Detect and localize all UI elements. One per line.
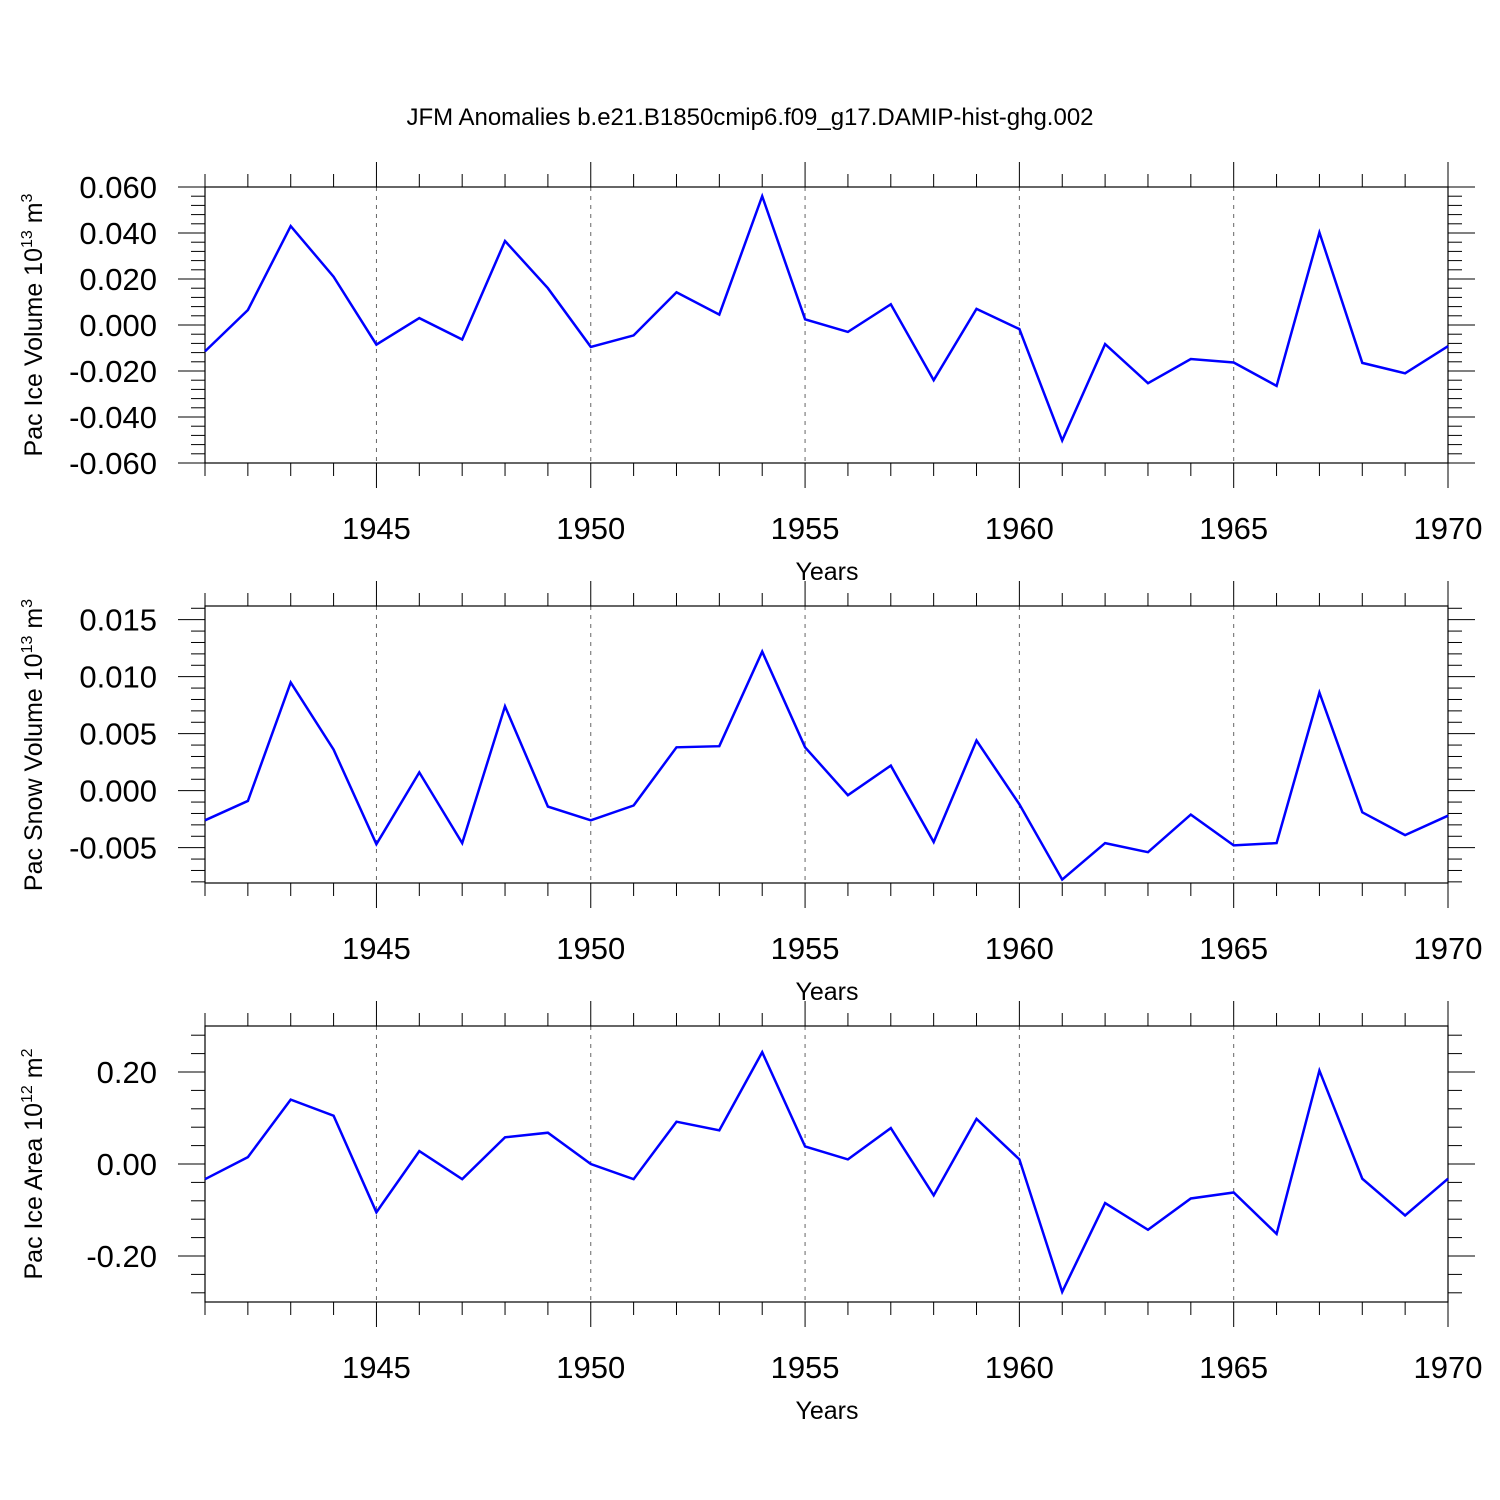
x-tick-label: 1965	[1199, 1350, 1268, 1385]
x-tick-label: 1965	[1199, 931, 1268, 966]
plot-frame	[204, 1025, 1449, 1303]
y-tick-label: -0.060	[69, 446, 157, 481]
x-tick-label: 1955	[771, 1350, 840, 1385]
y-tick-label: -0.20	[86, 1239, 157, 1274]
y-axis-label: Pac Ice Area 1012 m2	[19, 1048, 48, 1279]
x-tick-label: 1945	[342, 1350, 411, 1385]
x-axis-label: Years	[795, 1397, 858, 1425]
x-tick-label: 1945	[342, 931, 411, 966]
x-axis-label: Years	[795, 978, 858, 1006]
x-tick-label: 1955	[771, 511, 840, 546]
y-tick-label: 0.00	[97, 1147, 157, 1182]
x-tick-label: 1950	[556, 1350, 625, 1385]
y-tick-label: -0.040	[69, 400, 157, 435]
x-tick-label: 1955	[771, 931, 840, 966]
x-axis-label: Years	[795, 558, 858, 586]
y-axis-label: Pac Snow Volume 1013 m3	[19, 599, 48, 891]
y-tick-label: 0.060	[79, 170, 157, 205]
y-tick-label: -0.020	[69, 354, 157, 389]
panel-1: 0.060 0.040 0.020 0.000 -0.020 -0.040 -0.060 19…	[19, 162, 1482, 586]
y-tick-label: 0.005	[79, 717, 157, 752]
y-tick-label: 0.000	[79, 308, 157, 343]
y-tick-label: 0.20	[97, 1055, 157, 1090]
y-axis-label: Pac Ice Volume 1013 m3	[19, 193, 48, 456]
y-tick-label: 0.000	[79, 774, 157, 809]
chart-title: JFM Anomalies b.e21.B1850cmip6.f09_g17.D…	[406, 104, 1093, 131]
y-tick-label: 0.040	[79, 216, 157, 251]
panel-2: 0.015 0.010 0.005 0.000 -0.005 1945 1950 1955 19…	[19, 581, 1482, 1006]
y-tick-label: 0.020	[79, 262, 157, 297]
panels: 0.060 0.040 0.020 0.000 -0.020 -0.040 -0.060 19…	[19, 162, 1482, 1425]
series-line	[204, 648, 1449, 882]
panel-3: 0.20 0.00 -0.20 1945 1950 1955 1960 1965 1970 Yea…	[19, 1001, 1482, 1425]
y-tick-label: 0.015	[79, 603, 157, 638]
x-tick-label: 1970	[1414, 931, 1483, 966]
x-tick-label: 1960	[985, 511, 1054, 546]
x-tick-label: 1950	[556, 931, 625, 966]
y-tick-label: 0.010	[79, 660, 157, 695]
x-tick-label: 1950	[556, 511, 625, 546]
plot-frame	[204, 605, 1449, 884]
x-tick-label: 1970	[1414, 1350, 1483, 1385]
series-line	[204, 1049, 1449, 1296]
x-tick-label: 1960	[985, 1350, 1054, 1385]
x-tick-label: 1945	[342, 511, 411, 546]
y-tick-label: -0.005	[69, 831, 157, 866]
x-tick-label: 1960	[985, 931, 1054, 966]
x-tick-label: 1965	[1199, 511, 1268, 546]
series-line	[204, 192, 1449, 444]
x-tick-label: 1970	[1414, 511, 1483, 546]
